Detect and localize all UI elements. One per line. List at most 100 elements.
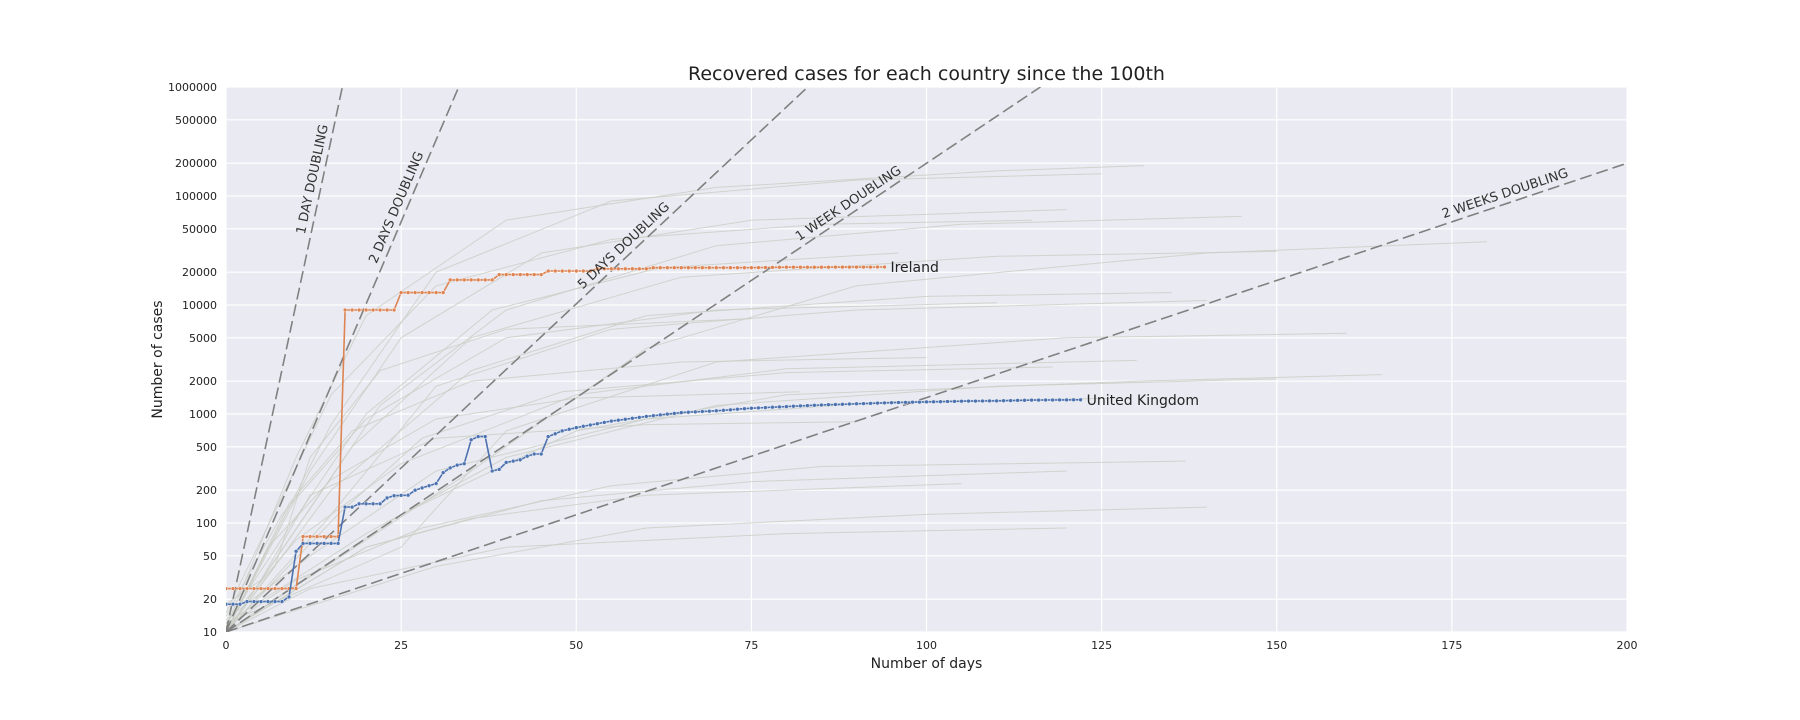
ireland-point	[686, 265, 691, 270]
y-tick-label: 500	[196, 441, 217, 454]
united-kingdom-point	[566, 427, 572, 432]
united-kingdom-point	[426, 483, 432, 488]
ireland-point	[623, 266, 628, 272]
ireland-point	[433, 290, 439, 295]
ireland-point	[426, 290, 432, 295]
united-kingdom-point	[651, 413, 656, 418]
united-kingdom-markers	[226, 397, 1083, 607]
ireland-point	[370, 307, 376, 313]
united-kingdom-point	[812, 403, 817, 408]
united-kingdom-point	[1050, 397, 1055, 403]
ireland-point	[440, 290, 446, 295]
y-tick-label: 20	[203, 593, 217, 606]
united-kingdom-point	[805, 403, 810, 408]
ireland-point	[602, 266, 607, 272]
united-kingdom-point	[370, 501, 376, 507]
united-kingdom-point	[398, 493, 404, 498]
ireland-point	[777, 265, 782, 270]
united-kingdom-point	[510, 458, 516, 464]
ireland-point	[391, 307, 397, 313]
ireland-point	[588, 268, 593, 274]
ireland-point	[454, 277, 460, 283]
united-kingdom-point	[258, 599, 264, 604]
ireland-point	[363, 307, 369, 313]
ireland-point	[265, 586, 271, 591]
ireland-point	[272, 586, 278, 591]
ireland-point	[609, 266, 614, 272]
united-kingdom-point	[496, 467, 502, 472]
united-kingdom-point	[826, 402, 831, 407]
ireland-point	[244, 586, 250, 591]
y-tick-label: 10	[203, 626, 217, 639]
united-kingdom-point	[503, 460, 509, 465]
united-kingdom-point	[630, 416, 635, 421]
y-tick-label: 500000	[175, 114, 217, 127]
other-country-line	[226, 391, 801, 632]
ireland-point	[679, 265, 684, 270]
united-kingdom-point	[286, 594, 292, 600]
ireland-point	[226, 586, 229, 591]
united-kingdom-point	[847, 401, 852, 407]
y-tick-label: 1000	[189, 408, 217, 421]
other-country-line	[226, 292, 1172, 632]
united-kingdom-point	[602, 420, 607, 425]
ireland-point	[756, 265, 761, 270]
other-country-line	[226, 252, 899, 624]
ireland-point	[531, 272, 537, 277]
united-kingdom-point	[819, 402, 824, 408]
ireland-point	[279, 586, 285, 591]
united-kingdom-point	[574, 425, 579, 430]
ireland-markers	[226, 264, 887, 591]
ireland-point	[524, 272, 530, 277]
ireland-point	[721, 265, 726, 270]
united-kingdom-point	[1015, 398, 1020, 403]
united-kingdom-point	[952, 399, 957, 404]
ireland-point	[356, 307, 362, 313]
ireland-point	[658, 265, 663, 270]
united-kingdom-point	[945, 399, 950, 404]
other-country-line	[226, 215, 1242, 632]
x-tick-label: 50	[569, 639, 583, 652]
united-kingdom-point	[854, 401, 859, 407]
united-kingdom-point	[251, 599, 257, 604]
ireland-point	[854, 264, 859, 270]
ireland-point	[349, 307, 355, 313]
united-kingdom-point	[686, 409, 691, 415]
ireland-point	[868, 264, 873, 270]
united-kingdom-point	[475, 434, 481, 439]
united-kingdom-point	[1064, 397, 1069, 403]
x-tick-label: 100	[916, 639, 937, 652]
united-kingdom-point	[391, 493, 397, 498]
united-kingdom-point	[244, 599, 250, 604]
united-kingdom-point	[861, 401, 866, 406]
y-tick-label: 100000	[175, 190, 217, 203]
united-kingdom-point	[545, 434, 551, 439]
united-kingdom-point	[938, 399, 943, 404]
united-kingdom-point	[356, 501, 362, 507]
united-kingdom-point	[672, 411, 677, 416]
ireland-point	[707, 265, 712, 270]
other-country-line	[226, 173, 1102, 632]
united-kingdom-point	[609, 418, 614, 424]
ireland-point	[307, 534, 313, 539]
ireland-point	[314, 534, 320, 539]
chart-title: Recovered cases for each country since t…	[688, 63, 1165, 85]
ireland-point	[798, 264, 803, 270]
united-kingdom-point	[749, 405, 754, 411]
ireland-point	[300, 534, 306, 539]
united-kingdom-point	[763, 405, 768, 410]
ireland-point	[237, 586, 243, 591]
other-country-line	[226, 219, 1032, 614]
united-kingdom-point	[777, 404, 782, 410]
ireland-point	[735, 265, 740, 270]
united-kingdom-point	[721, 408, 726, 413]
ireland-point	[258, 586, 264, 591]
united-kingdom-point	[875, 400, 880, 406]
ireland-point	[616, 266, 621, 272]
united-kingdom-point	[924, 399, 929, 405]
ireland-point	[419, 290, 425, 295]
united-kingdom-point	[293, 549, 299, 554]
ireland-point	[637, 266, 642, 272]
united-kingdom-point	[889, 400, 894, 405]
y-tick-label: 20000	[182, 266, 217, 279]
